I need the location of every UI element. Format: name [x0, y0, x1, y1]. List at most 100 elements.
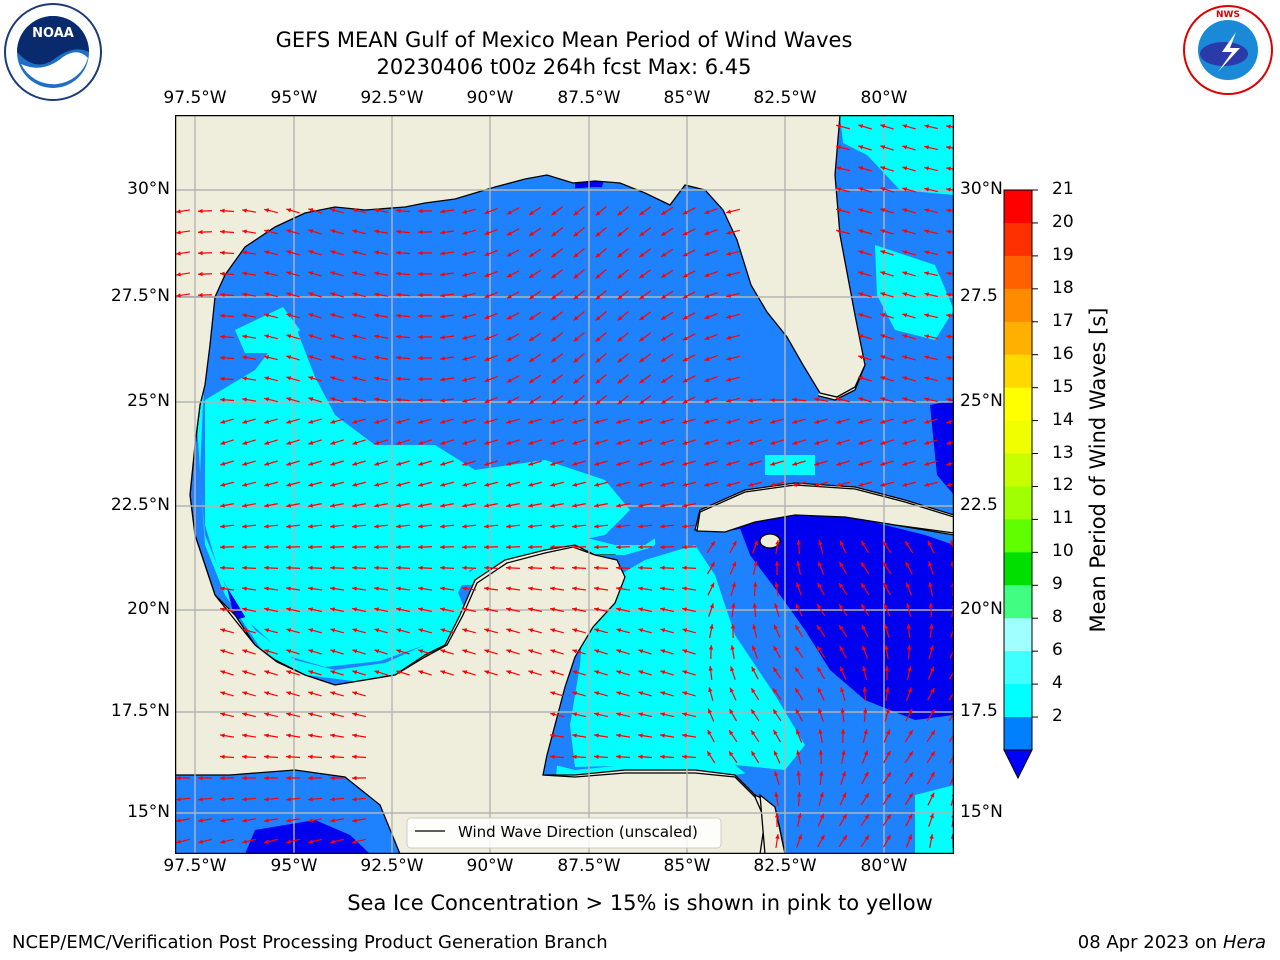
wave-arrow	[551, 311, 563, 321]
wave-arrow	[462, 670, 476, 676]
wave-arrow	[506, 270, 520, 278]
wave-arrow	[242, 481, 256, 487]
wave-arrow	[880, 271, 894, 277]
wave-arrow	[308, 418, 322, 424]
wave-arrow	[374, 376, 388, 381]
wave-arrow	[308, 313, 322, 319]
wave-arrow	[263, 733, 279, 738]
colorbar-cell	[1004, 618, 1032, 652]
wave-arrow	[571, 586, 587, 591]
wave-arrow	[263, 797, 279, 802]
wave-arrow	[551, 269, 563, 279]
wave-arrow	[880, 397, 894, 403]
wave-arrow	[704, 460, 718, 466]
wave-arrow	[396, 628, 410, 634]
lat-tick-left-1: 27.5°N	[110, 286, 170, 306]
colorbar-frame	[1003, 189, 1033, 751]
wave-arrow	[308, 292, 322, 298]
wave-arrow	[329, 586, 345, 591]
wave-arrow	[704, 312, 718, 320]
wave-arrow	[904, 750, 914, 764]
wave-arrow	[818, 540, 824, 554]
wave-arrow	[926, 750, 936, 764]
wave-arrow	[528, 460, 542, 466]
wave-arrow	[506, 649, 520, 655]
wave-arrow	[593, 544, 609, 550]
wave-arrow	[726, 271, 740, 277]
wave-arrow	[728, 750, 738, 764]
wave-arrow	[219, 733, 235, 738]
lon-tick-bottom-1: 95°W	[270, 856, 318, 876]
wave-arrow	[617, 227, 629, 237]
wave-arrow	[838, 624, 848, 638]
wave-arrow	[730, 623, 736, 639]
wave-arrow	[505, 524, 521, 529]
wave-arrow	[197, 271, 213, 277]
lon-tick-top-4: 87.5°W	[557, 88, 621, 108]
wave-arrow	[796, 834, 802, 848]
wave-arrow	[660, 670, 674, 676]
wave-arrow	[352, 481, 366, 487]
wave-arrow	[374, 208, 388, 213]
wave-arrow	[241, 565, 257, 571]
wave-arrow	[681, 544, 697, 550]
wave-arrow	[286, 229, 300, 235]
wave-arrow	[286, 250, 300, 256]
wave-arrow	[286, 397, 300, 403]
wave-arrow	[241, 334, 257, 339]
wave-arrow	[418, 481, 432, 487]
wave-arrow	[902, 208, 916, 214]
wave-arrow	[638, 691, 652, 697]
wave-arrow	[484, 481, 498, 487]
wave-arrow	[839, 666, 847, 680]
wave-arrow	[219, 754, 235, 759]
wave-arrow	[264, 503, 278, 508]
wave-arrow	[286, 376, 300, 382]
wave-arrow	[528, 206, 542, 216]
wave-arrow	[616, 481, 630, 487]
wave-arrow	[285, 797, 301, 802]
wave-arrow	[860, 813, 870, 827]
wave-arrow	[484, 670, 498, 676]
lon-tick-bottom-0: 97.5°W	[163, 856, 227, 876]
colorbar-tick-2: 19	[1052, 244, 1074, 265]
wave-arrow	[528, 418, 542, 424]
wave-arrow	[462, 208, 476, 214]
wave-arrow	[352, 292, 366, 298]
wave-arrow	[883, 603, 891, 617]
wave-arrow	[418, 628, 432, 634]
wave-arrow	[796, 813, 802, 827]
colorbar-cell	[1004, 354, 1032, 389]
wave-arrow	[264, 481, 278, 487]
wave-arrow	[352, 712, 366, 718]
wave-arrow	[638, 607, 652, 613]
wave-arrow	[241, 229, 257, 234]
wave-arrow	[617, 206, 629, 216]
wave-arrow	[638, 712, 652, 718]
wave-arrow	[726, 460, 740, 466]
wave-arrow	[660, 712, 674, 718]
wave-arrow	[638, 670, 652, 676]
wave-arrow	[374, 292, 388, 297]
wave-arrow	[528, 628, 542, 634]
wave-arrow	[594, 691, 608, 697]
wave-arrow	[704, 291, 718, 299]
wave-arrow	[374, 439, 388, 445]
wave-arrow	[660, 460, 674, 466]
wave-arrow	[506, 628, 520, 634]
wave-arrow	[175, 230, 191, 235]
colorbar-cell	[1004, 684, 1032, 718]
wave-arrow	[374, 250, 388, 255]
wave-arrow	[506, 670, 520, 676]
wave-arrow	[263, 586, 279, 591]
wave-arrow	[860, 540, 870, 554]
wave-arrow	[351, 775, 367, 781]
wave-arrow	[573, 311, 585, 321]
lat-tick-right-3: 22.5	[960, 495, 998, 515]
wave-arrow	[571, 565, 587, 571]
noaa-logo: NOAA	[4, 3, 102, 101]
wave-arrow	[924, 187, 938, 193]
wave-arrow	[352, 208, 366, 214]
wave-arrow	[639, 269, 651, 279]
wave-arrow	[374, 334, 388, 339]
